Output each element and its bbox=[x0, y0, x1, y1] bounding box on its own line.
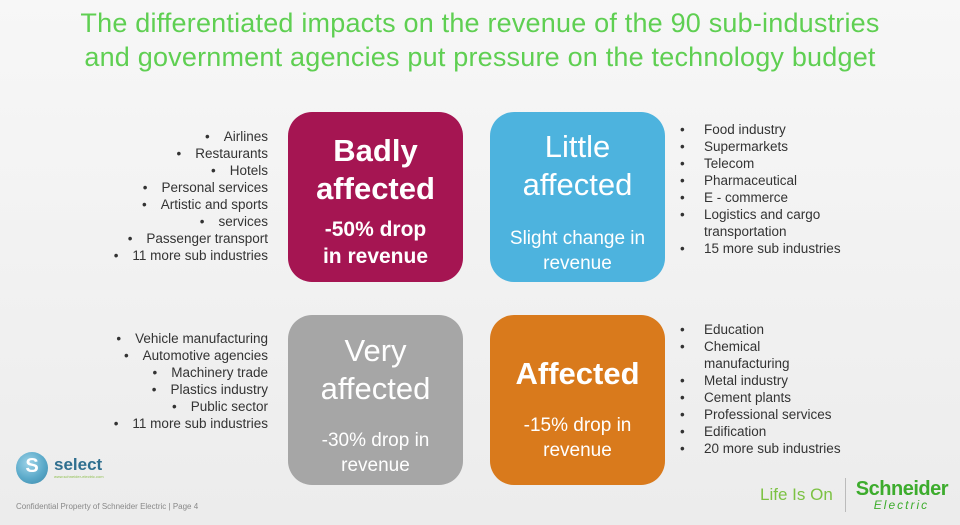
schneider-brand: Life Is On Schneider Electric bbox=[760, 478, 949, 512]
title-line-1: The differentiated impacts on the revenu… bbox=[80, 8, 880, 38]
list-item: Automotive agencies bbox=[114, 347, 268, 364]
list-item: Plastics industry bbox=[114, 381, 268, 398]
list-item-continuation: manufacturing bbox=[704, 356, 790, 371]
very-affected-list: Vehicle manufacturing Automotive agencie… bbox=[114, 330, 268, 432]
select-logo-icon bbox=[16, 452, 48, 484]
badly-affected-list: Airlines Restaurants Hotels Personal ser… bbox=[114, 128, 268, 264]
box-heading: Little affected bbox=[490, 128, 665, 204]
list-item: Cement plants bbox=[680, 389, 841, 406]
list-item: Telecom bbox=[680, 155, 841, 172]
box-heading-line: Badly bbox=[333, 133, 418, 168]
list-item: Vehicle manufacturing bbox=[114, 330, 268, 347]
affected-box: Affected -15% drop in revenue bbox=[490, 315, 665, 485]
list-item-continuation: transportation bbox=[704, 224, 787, 239]
box-subtext: -15% drop in revenue bbox=[490, 413, 665, 463]
list-item: Supermarkets bbox=[680, 138, 841, 155]
schneider-logo-subname: Electric bbox=[873, 498, 930, 512]
list-item: Public sector bbox=[114, 398, 268, 415]
box-subtext-line: revenue bbox=[341, 455, 410, 476]
select-logo-name: select bbox=[54, 455, 103, 474]
list-item: Passenger transport bbox=[114, 230, 268, 247]
box-subtext-line: revenue bbox=[543, 440, 612, 461]
list-item: E - commerce bbox=[680, 189, 841, 206]
list-item: services bbox=[114, 213, 268, 230]
little-affected-box: Little affected Slight change in revenue bbox=[490, 112, 665, 282]
select-logo-text: select www.schneider-electric.com bbox=[54, 456, 104, 480]
box-heading-line: affected bbox=[522, 167, 633, 202]
footer-note: Confidential Property of Schneider Elect… bbox=[16, 502, 199, 511]
box-subtext-line: -50% drop bbox=[324, 218, 427, 241]
list-item: Food industry bbox=[680, 121, 841, 138]
schneider-logo: Schneider Electric bbox=[855, 478, 949, 512]
list-item: Hotels bbox=[114, 162, 268, 179]
list-item-continuation: services bbox=[218, 214, 268, 229]
list-item: Edification bbox=[680, 423, 841, 440]
select-logo-tagline: www.schneider-electric.com bbox=[54, 474, 104, 479]
box-heading: Affected bbox=[490, 355, 665, 393]
title-line-2: and government agencies put pressure on … bbox=[84, 42, 876, 72]
list-item: Metal industry bbox=[680, 372, 841, 389]
list-item: Artistic and sports bbox=[114, 196, 268, 213]
box-heading: Badly affected bbox=[288, 132, 463, 208]
list-item: 15 more sub industries bbox=[680, 240, 841, 257]
box-subtext-line: in revenue bbox=[322, 245, 429, 268]
brand-divider bbox=[844, 478, 846, 512]
box-heading: Very affected bbox=[288, 332, 463, 408]
box-heading-line: affected bbox=[316, 171, 435, 206]
list-item: 20 more sub industries bbox=[680, 440, 841, 457]
box-subtext-line: -15% drop in bbox=[523, 415, 632, 436]
list-item: 11 more sub industries bbox=[114, 415, 268, 432]
list-item: Airlines bbox=[114, 128, 268, 145]
box-subtext: -30% drop in revenue bbox=[288, 428, 463, 478]
affected-list: Education Chemical manufacturing Metal i… bbox=[680, 321, 841, 457]
schneider-logo-name: Schneider bbox=[855, 478, 949, 500]
list-item: Restaurants bbox=[114, 145, 268, 162]
list-item: Machinery trade bbox=[114, 364, 268, 381]
box-heading-line: Little bbox=[544, 129, 611, 164]
list-item: Logistics and cargo bbox=[680, 206, 841, 223]
list-item: Pharmaceutical bbox=[680, 172, 841, 189]
brand-slogan: Life Is On bbox=[760, 485, 833, 504]
list-item: Education bbox=[680, 321, 841, 338]
box-heading-line: Very bbox=[344, 333, 407, 368]
box-subtext: Slight change in revenue bbox=[490, 226, 665, 276]
select-logo: select www.schneider-electric.com bbox=[16, 452, 104, 484]
list-item: Personal services bbox=[114, 179, 268, 196]
little-affected-list: Food industry Supermarkets Telecom Pharm… bbox=[680, 121, 841, 257]
list-item: Professional services bbox=[680, 406, 841, 423]
list-item: Chemical bbox=[680, 338, 841, 355]
very-affected-box: Very affected -30% drop in revenue bbox=[288, 315, 463, 485]
box-subtext: -50% drop in revenue bbox=[288, 216, 463, 270]
box-heading-line: affected bbox=[320, 371, 431, 406]
box-subtext-line: -30% drop in bbox=[321, 430, 430, 451]
box-subtext-line: revenue bbox=[543, 253, 612, 274]
list-item: 11 more sub industries bbox=[114, 247, 268, 264]
box-subtext-line: Slight change in bbox=[509, 228, 646, 249]
box-heading-line: Affected bbox=[515, 356, 640, 391]
slide-title: The differentiated impacts on the revenu… bbox=[0, 6, 960, 74]
badly-affected-box: Badly affected -50% drop in revenue bbox=[288, 112, 463, 282]
